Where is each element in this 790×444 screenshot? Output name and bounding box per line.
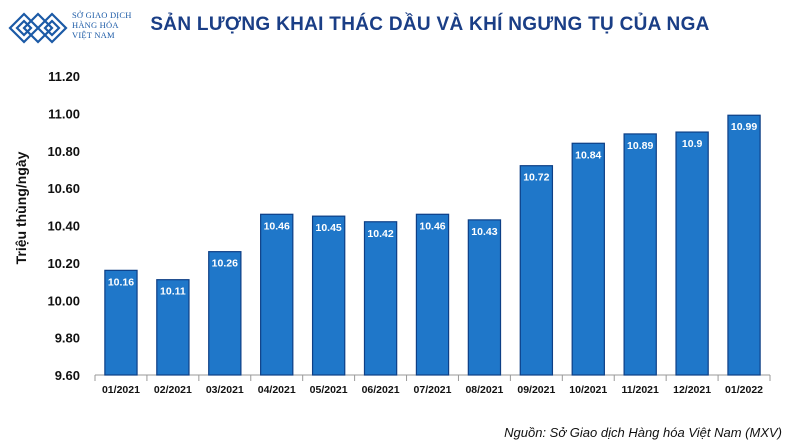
x-tick-label: 07/2021	[414, 384, 452, 396]
bar-value-label: 10.46	[419, 220, 445, 232]
x-tick-label: 04/2021	[258, 384, 296, 396]
bar-value-label: 10.45	[316, 222, 342, 234]
y-tick-label: 10.40	[47, 219, 80, 234]
bar	[675, 131, 709, 376]
y-tick-label: 10.20	[47, 256, 80, 271]
x-tick-label: 03/2021	[206, 384, 244, 396]
bar	[519, 165, 554, 376]
y-tick-label: 10.00	[47, 293, 80, 308]
bar	[260, 213, 294, 376]
logo-text: SỞ GIAO DỊCH HÀNG HÓA VIỆT NAM	[72, 10, 132, 40]
bar-value-label: 10.72	[523, 172, 549, 184]
bar	[571, 142, 605, 376]
source-note: Nguồn: Sở Giao dịch Hàng hóa Việt Nam (M…	[504, 425, 782, 440]
bar	[104, 269, 138, 376]
bar-value-label: 10.84	[575, 149, 601, 161]
chart-title: SẢN LƯỢNG KHAI THÁC DẦU VÀ KHÍ NGƯNG TỤ …	[150, 14, 710, 35]
bar-value-label: 10.42	[367, 228, 393, 240]
bar	[156, 279, 190, 376]
bar-value-label: 10.9	[682, 138, 703, 150]
bar-value-label: 10.11	[160, 286, 186, 298]
bar	[415, 213, 450, 376]
x-tick-label: 06/2021	[362, 384, 400, 396]
bar-value-label: 10.99	[731, 121, 757, 133]
x-tick-label: 09/2021	[517, 384, 555, 396]
bar-value-label: 10.26	[212, 258, 238, 270]
y-tick-label: 10.80	[47, 144, 80, 159]
logo: SỞ GIAO DỊCH HÀNG HÓA VIỆT NAM	[8, 6, 148, 50]
logo-mark-icon	[8, 12, 68, 44]
y-tick-label: 10.60	[47, 181, 80, 196]
logo-line-1: SỞ GIAO DỊCH	[72, 10, 132, 20]
y-tick-label: 9.80	[55, 331, 80, 346]
x-tick-label: 01/2022	[725, 384, 763, 396]
bar	[311, 215, 346, 376]
y-tick-label: 11.00	[48, 106, 80, 121]
bar	[363, 221, 398, 376]
x-tick-label: 05/2021	[310, 384, 348, 396]
bar	[727, 114, 761, 376]
bar-value-label: 10.89	[627, 140, 653, 152]
logo-line-3: VIỆT NAM	[72, 30, 115, 40]
logo-line-2: HÀNG HÓA	[72, 20, 119, 30]
x-tick-label: 02/2021	[154, 384, 192, 396]
x-tick-label: 01/2021	[102, 384, 140, 396]
bar	[623, 133, 657, 376]
x-tick-label: 10/2021	[569, 384, 607, 396]
x-tick-label: 08/2021	[465, 384, 503, 396]
bar-value-label: 10.16	[108, 276, 134, 288]
y-tick-label: 9.60	[55, 368, 80, 383]
y-tick-label: 11.20	[48, 69, 80, 84]
bar	[467, 219, 502, 376]
bar	[208, 251, 242, 376]
bar-value-label: 10.46	[264, 220, 290, 232]
bar-value-label: 10.43	[471, 226, 497, 238]
x-tick-label: 11/2021	[621, 384, 659, 396]
x-tick-label: 12/2021	[673, 384, 711, 396]
